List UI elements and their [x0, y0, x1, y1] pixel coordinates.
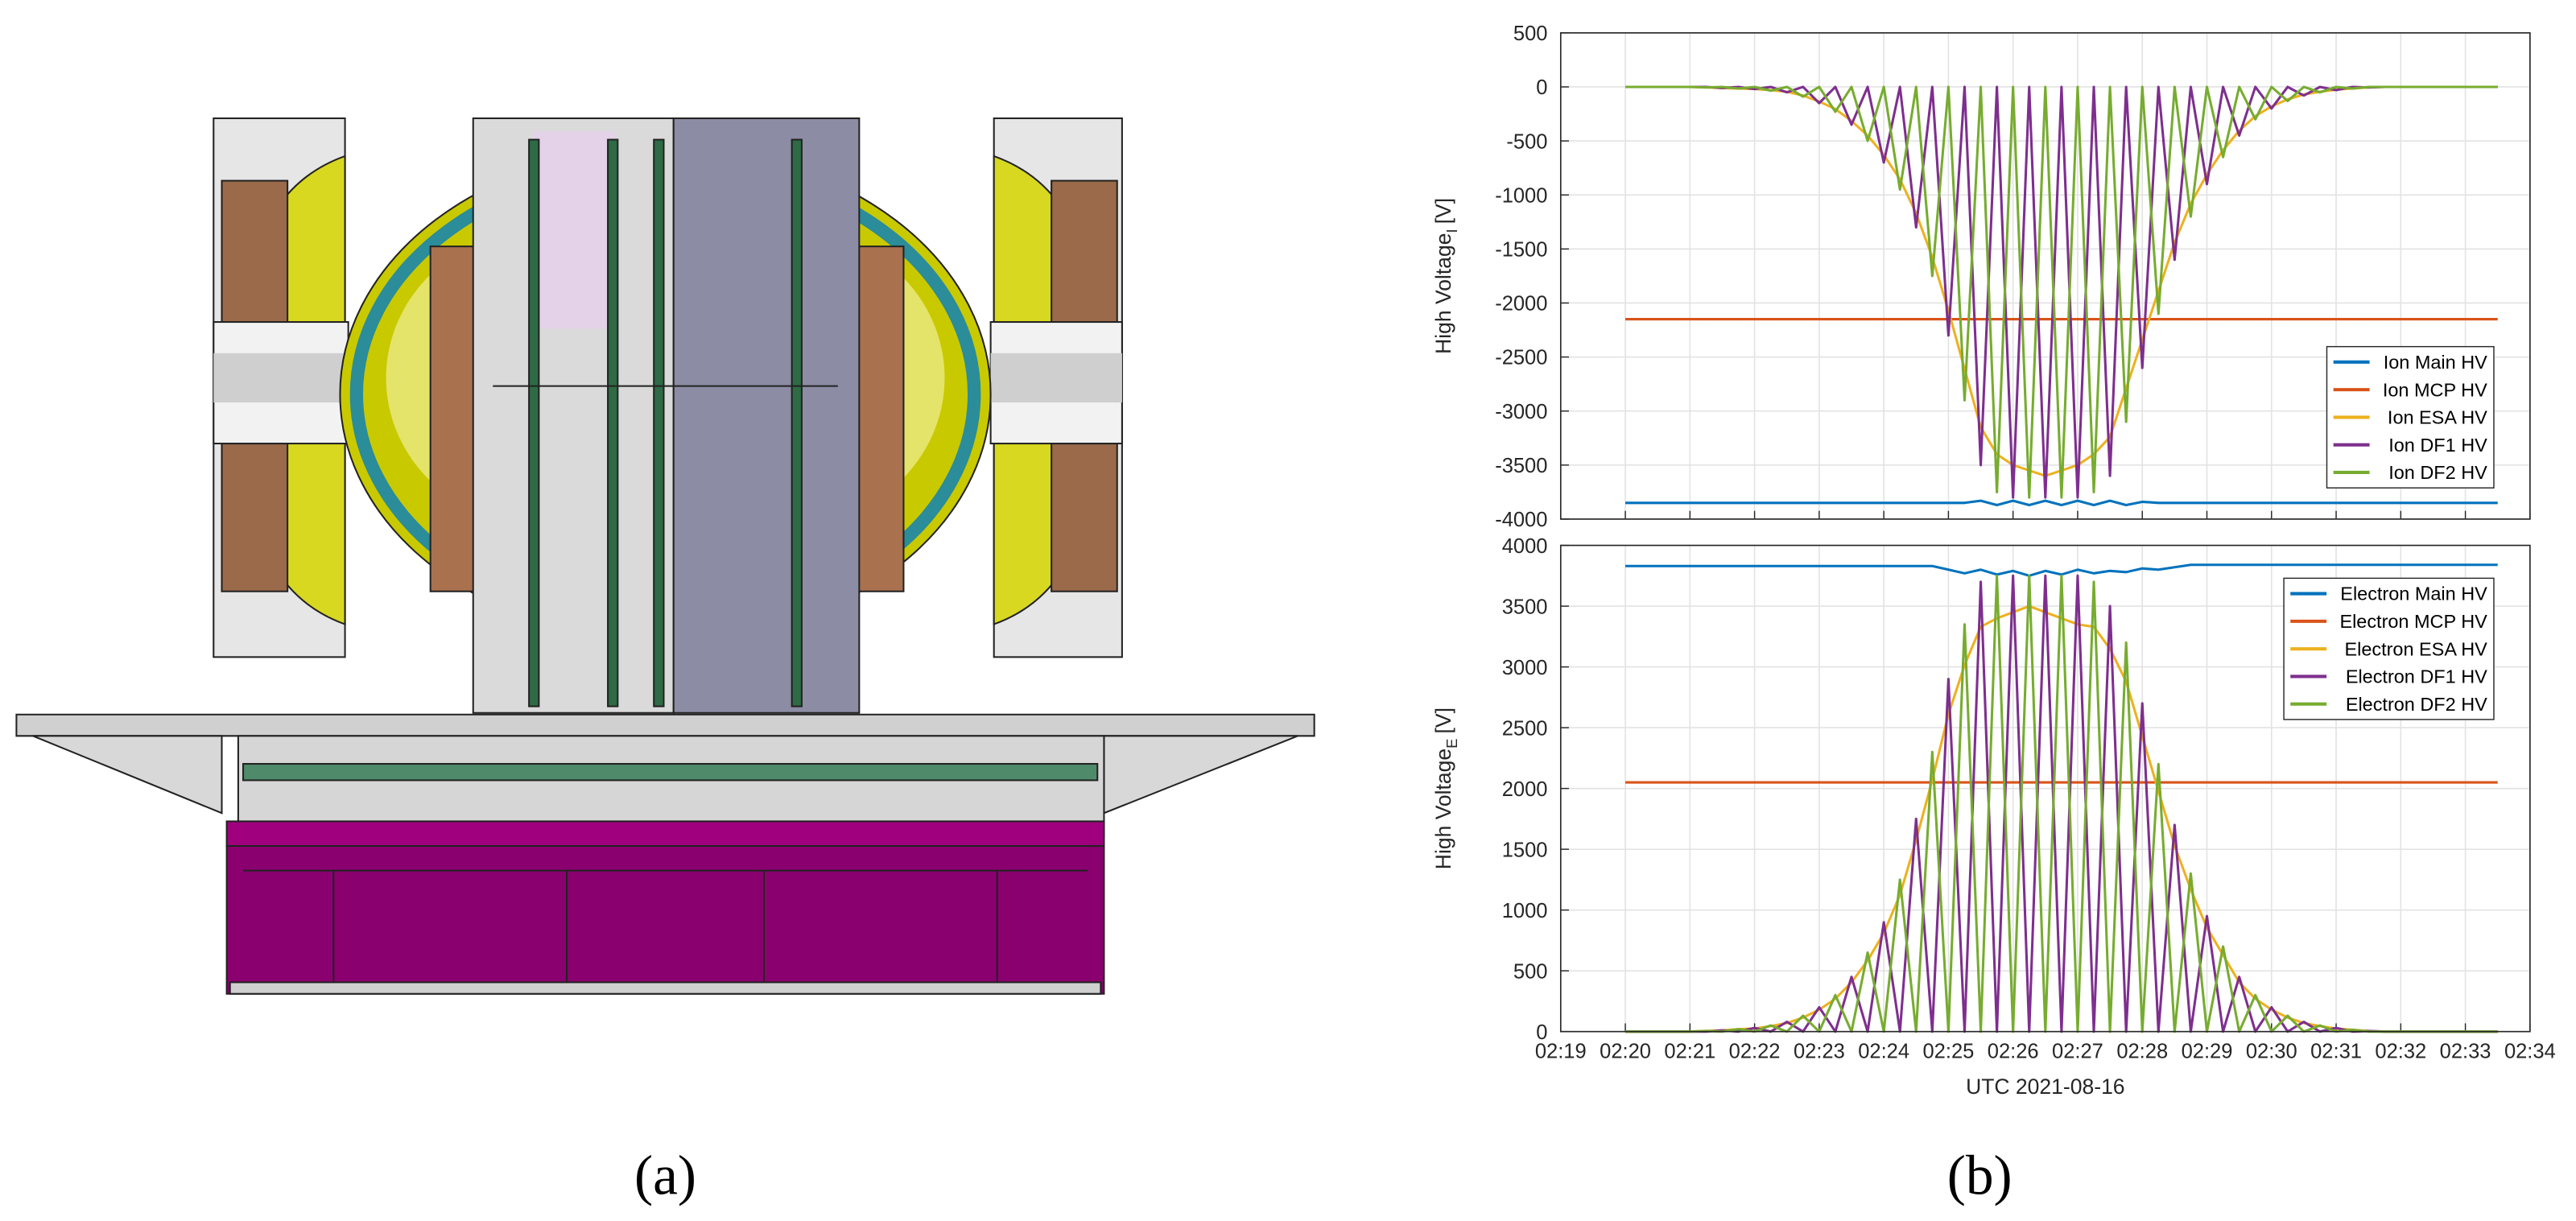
- y-axis-label-text: High Voltage: [1431, 749, 1455, 869]
- x-tick-label: 02:32: [2375, 1040, 2426, 1062]
- x-tick-label: 02:33: [2440, 1040, 2491, 1062]
- y-tick-label: 0: [1536, 76, 1547, 99]
- legend: Electron Main HV Electron MCP HV Electron …: [2283, 577, 2495, 720]
- y-axis-label-text: High Voltage: [1431, 233, 1455, 354]
- x-tick-label: 02:21: [1664, 1040, 1715, 1062]
- series-line: [1625, 574, 2498, 1033]
- series-line: [1625, 499, 2498, 507]
- x-tick-label: 02:30: [2246, 1040, 2297, 1062]
- y-tick-label: 500: [1513, 23, 1548, 45]
- y-tick-label: 4000: [1502, 535, 1548, 558]
- legend-label: Ion MCP HV: [2383, 379, 2487, 400]
- legend-label: Electron ESA HV: [2344, 638, 2487, 659]
- cad-drawing: [15, 117, 1315, 995]
- legend-label: Ion Main HV: [2384, 352, 2487, 373]
- y-axis-label: High VoltageE [V]: [1431, 707, 1460, 869]
- series-line: [1625, 85, 2498, 499]
- line-chart: -4000 -3500 -3000 -2500 -2000 -1500 -1000 -500 0…: [1431, 23, 2531, 531]
- x-tick-label: 02:24: [1858, 1040, 1909, 1062]
- y-tick-label: -3500: [1495, 455, 1547, 477]
- x-tick-label: 02:20: [1600, 1040, 1651, 1062]
- legend-label: Electron Main HV: [2340, 584, 2487, 604]
- y-tick-label: 1500: [1502, 839, 1548, 861]
- y-tick-label: 2500: [1502, 717, 1548, 740]
- y-tick-label: 2000: [1502, 778, 1548, 801]
- plot-border: [1559, 32, 2531, 520]
- x-tick-label: 02:27: [2052, 1040, 2103, 1062]
- legend-label: Ion DF2 HV: [2388, 462, 2487, 483]
- x-tick-label: 02:23: [1794, 1040, 1845, 1062]
- y-tick-label: 500: [1513, 960, 1548, 983]
- y-axis-label-subscript: I: [1443, 229, 1460, 233]
- x-tick-label: 02:31: [2310, 1040, 2362, 1062]
- x-tick-label: 02:34: [2504, 1040, 2556, 1062]
- y-tick-label: -2500: [1495, 347, 1547, 369]
- y-axis-label-subscript: E: [1443, 739, 1460, 749]
- legend-label: Electron DF1 HV: [2346, 666, 2487, 687]
- legend-label: Electron MCP HV: [2339, 611, 2487, 632]
- x-tick-label: 02:29: [2182, 1040, 2233, 1062]
- legend-label: Electron DF2 HV: [2346, 694, 2487, 715]
- y-tick-label: -1500: [1495, 239, 1547, 262]
- panel-label: (b): [1947, 1145, 2013, 1207]
- y-tick-label: -4000: [1495, 509, 1547, 531]
- series-line: [1625, 85, 2498, 499]
- plot-border: [1559, 544, 2531, 1033]
- y-tick-label: 3500: [1502, 596, 1548, 618]
- legend-label: Ion ESA HV: [2388, 407, 2487, 428]
- y-tick-label: -2000: [1495, 293, 1547, 316]
- y-tick-label: 3000: [1502, 657, 1548, 679]
- x-tick-label: 02:19: [1535, 1040, 1587, 1062]
- line-chart: 02:19 02:20 02:21 02:22 02:23 02:24 02:25 02:26…: [1431, 535, 2556, 1099]
- y-tick-label: -3000: [1495, 401, 1547, 423]
- panel-label: (a): [634, 1145, 696, 1207]
- x-tick-label: 02:25: [1923, 1040, 1975, 1062]
- x-tick-label: 02:22: [1729, 1040, 1781, 1062]
- y-axis-label-unit: [V]: [1431, 707, 1455, 733]
- y-tick-label: 1000: [1502, 900, 1548, 922]
- legend: Ion Main HV Ion MCP HV Ion ESA HV Ion DF1 H…: [2326, 345, 2495, 489]
- x-tick-label: 02:28: [2116, 1040, 2168, 1062]
- x-tick-label: 02:26: [1988, 1040, 2039, 1062]
- legend-label: Ion DF1 HV: [2388, 435, 2487, 456]
- y-tick-label: -500: [1506, 130, 1547, 153]
- y-tick-label: -1000: [1495, 184, 1547, 207]
- y-axis-label: High VoltageI [V]: [1431, 198, 1460, 354]
- y-tick-label: 0: [1536, 1021, 1547, 1044]
- x-axis-label: UTC 2021-08-16: [1966, 1075, 2125, 1099]
- y-axis-label-unit: [V]: [1431, 198, 1455, 224]
